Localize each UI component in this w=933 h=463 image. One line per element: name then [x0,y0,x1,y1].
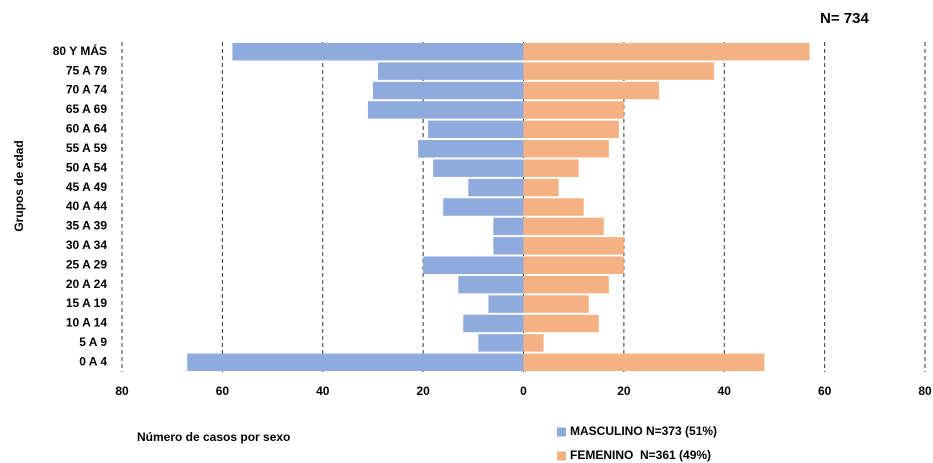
y-tick-label: 55 A 59 [66,141,107,155]
bar [523,353,765,372]
legend-label: FEMENINO N=361 (49%) [570,448,711,462]
x-tick-label: 20 [416,384,430,398]
y-tick-label: 10 A 14 [66,316,107,330]
bar [443,198,524,216]
bar [187,353,524,372]
y-tick-label: 45 A 49 [66,180,107,194]
bar [523,314,599,333]
bar [523,178,559,197]
bar [523,81,660,100]
y-tick-label: 30 A 34 [66,238,107,252]
annotation: N= 734 [820,10,869,27]
y-tick-label: 15 A 19 [66,296,107,310]
y-tick-label: 80 Y MÁS [53,43,107,58]
bar [523,256,624,274]
y-tick-label: 60 A 64 [66,122,107,136]
bar [493,237,524,255]
bar [232,42,524,61]
y-tick-label: 70 A 74 [66,83,107,97]
bar [523,237,624,255]
bar [428,120,524,139]
bar [523,217,604,236]
bar [468,178,524,197]
bar [523,159,579,177]
bar [523,140,609,158]
y-tick-label: 25 A 29 [66,257,107,271]
bar [493,217,524,236]
y-tick-label: 5 A 9 [79,335,107,349]
bar [433,159,524,177]
bar [367,101,524,119]
bar [423,256,524,274]
x-tick-label: 0 [520,384,527,398]
bar [488,295,524,313]
x-tick-label: 60 [818,384,832,398]
legend-swatch [557,427,566,437]
bar [523,334,544,352]
y-tick-label: 20 A 24 [66,277,107,291]
bar [478,334,524,352]
y-tick-label: 75 A 79 [66,63,107,77]
bar [463,314,524,333]
y-tick-label: 35 A 39 [66,219,107,233]
x-tick-label: 40 [316,384,330,398]
bar [418,140,524,158]
y-tick-label: 40 A 44 [66,199,107,213]
bar [458,275,524,294]
bar [523,198,584,216]
bar [523,295,589,313]
y-tick-label: 0 A 4 [79,354,107,368]
x-tick-label: 60 [216,384,230,398]
y-tick-label: 65 A 69 [66,102,107,116]
legend-swatch [557,451,566,461]
x-tick-label: 40 [718,384,732,398]
bar [377,62,524,80]
bar [523,62,715,80]
bar [523,275,609,294]
y-axis-label: Grupos de edad [12,140,26,231]
legend-label: MASCULINO N=373 (51%) [570,424,717,438]
bar [523,120,619,139]
y-tick-label: 50 A 54 [66,160,107,174]
x-axis-label: Número de casos por sexo [137,430,290,444]
bar [523,101,624,119]
bar [523,42,810,61]
x-tick-label: 20 [617,384,631,398]
x-tick-label: 80 [918,384,932,398]
x-tick-label: 80 [115,384,129,398]
bar [372,81,524,100]
